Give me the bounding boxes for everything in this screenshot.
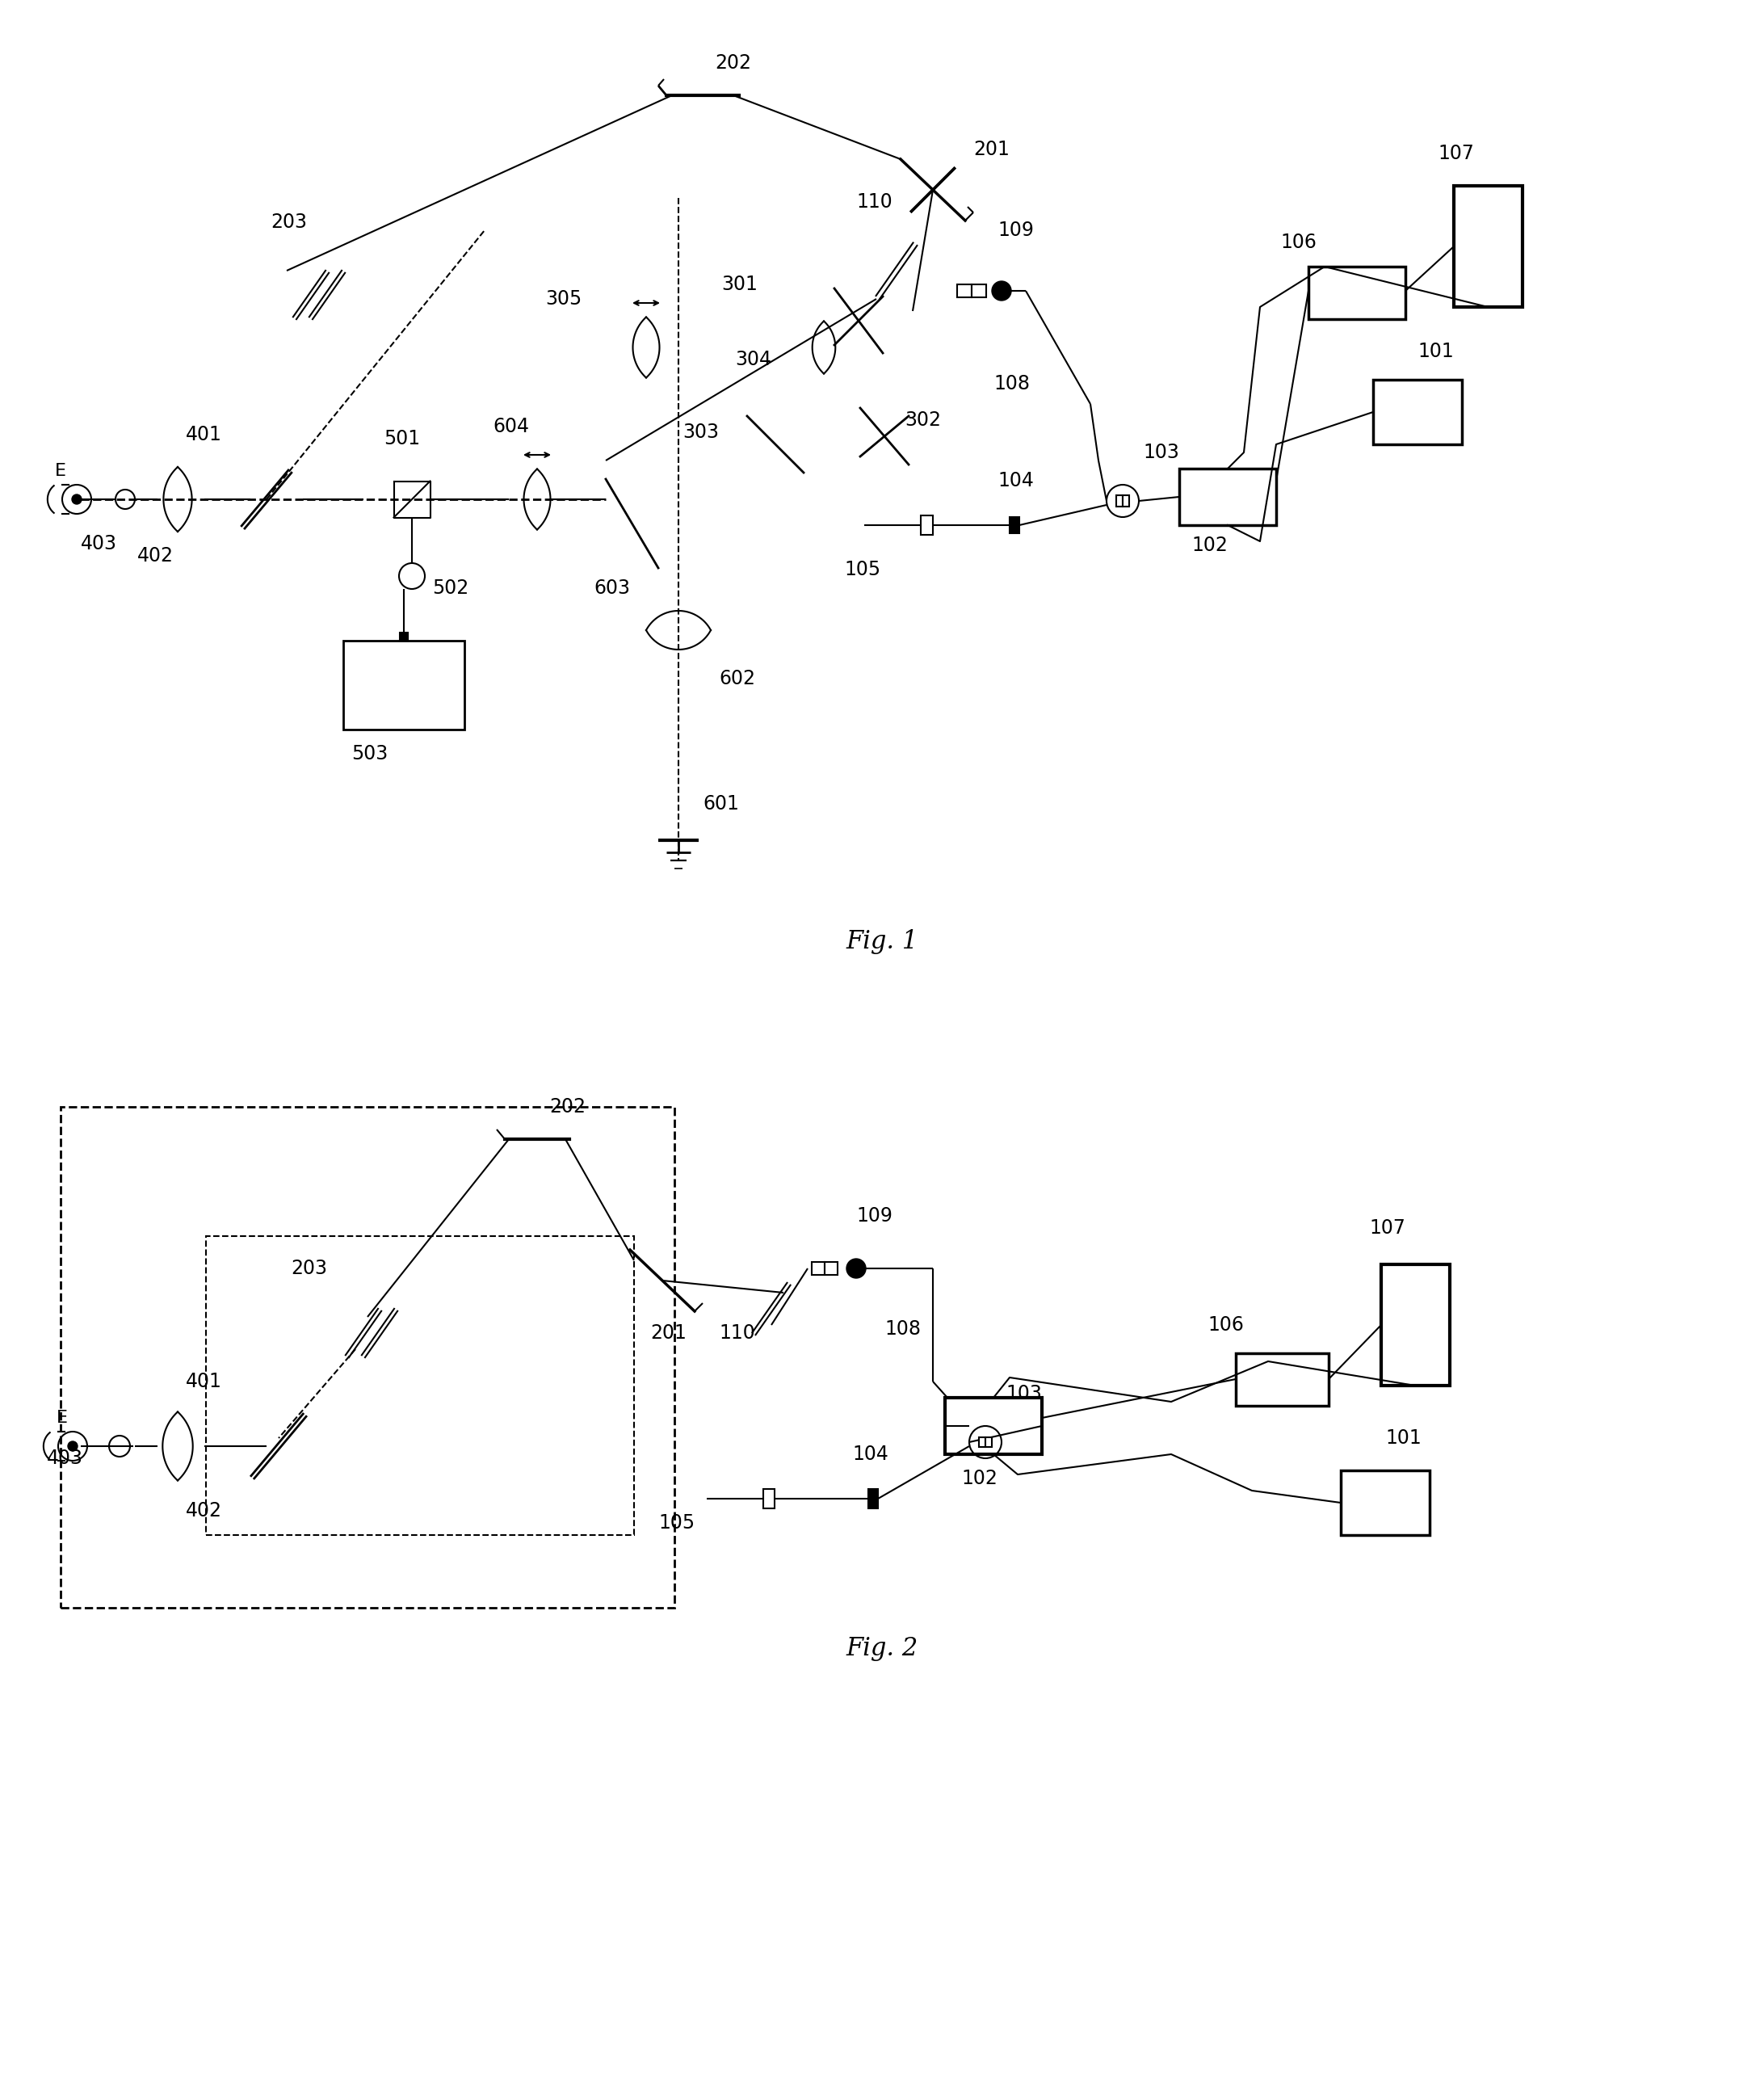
Text: 302: 302 <box>905 410 940 429</box>
Bar <box>811 1262 824 1274</box>
Text: 201: 201 <box>651 1324 686 1343</box>
Text: 201: 201 <box>974 139 1009 158</box>
Text: 203: 203 <box>270 212 307 231</box>
Text: 603: 603 <box>594 579 630 598</box>
Bar <box>344 641 464 729</box>
Text: 301: 301 <box>721 275 757 294</box>
Text: 305: 305 <box>545 289 582 308</box>
Bar <box>921 516 933 535</box>
Text: 109: 109 <box>856 1205 893 1226</box>
Text: 106: 106 <box>1281 233 1316 252</box>
Circle shape <box>847 1260 866 1278</box>
Text: 103: 103 <box>1143 443 1178 462</box>
Circle shape <box>991 281 1011 300</box>
Text: 110: 110 <box>856 192 893 212</box>
Bar <box>1309 266 1406 319</box>
Text: 202: 202 <box>714 54 751 73</box>
Text: E: E <box>56 1410 67 1426</box>
Text: 106: 106 <box>1208 1316 1244 1335</box>
Bar <box>1117 496 1122 506</box>
Bar <box>986 1437 991 1447</box>
Text: 401: 401 <box>185 425 222 443</box>
Bar <box>764 1489 774 1507</box>
Bar <box>1454 185 1522 306</box>
Bar <box>979 1437 986 1447</box>
Bar <box>400 633 407 641</box>
Text: 102: 102 <box>1191 535 1228 556</box>
Circle shape <box>67 1441 78 1451</box>
Bar <box>1237 1353 1328 1405</box>
Text: 304: 304 <box>736 350 771 369</box>
Bar <box>1381 1264 1450 1387</box>
Text: 107: 107 <box>1438 144 1475 162</box>
Bar <box>206 1237 633 1534</box>
Bar <box>1009 516 1020 533</box>
Text: Fig. 2: Fig. 2 <box>847 1636 917 1661</box>
Bar <box>958 285 972 298</box>
Text: 501: 501 <box>383 429 420 448</box>
Text: 401: 401 <box>185 1372 222 1391</box>
Text: 403: 403 <box>48 1449 83 1468</box>
Text: 102: 102 <box>961 1468 997 1489</box>
Text: 101: 101 <box>1418 341 1454 360</box>
Text: 109: 109 <box>997 221 1034 239</box>
Text: 108: 108 <box>993 375 1030 393</box>
Text: Fig. 1: Fig. 1 <box>847 929 917 954</box>
Text: 502: 502 <box>432 579 469 598</box>
Text: 402: 402 <box>185 1501 222 1520</box>
Text: 402: 402 <box>138 545 173 566</box>
Text: E: E <box>55 462 67 479</box>
Bar <box>868 1489 878 1507</box>
Text: 202: 202 <box>549 1097 586 1116</box>
Text: 101: 101 <box>1385 1428 1422 1447</box>
Text: 602: 602 <box>720 668 755 689</box>
Text: 108: 108 <box>884 1320 921 1339</box>
Bar <box>1178 468 1275 525</box>
Bar <box>1122 496 1129 506</box>
Text: 104: 104 <box>997 471 1034 491</box>
Text: 110: 110 <box>720 1324 755 1343</box>
Text: 303: 303 <box>683 423 720 441</box>
Text: 601: 601 <box>702 793 739 814</box>
Bar <box>824 1262 838 1274</box>
Bar <box>946 1397 1043 1453</box>
Text: 105: 105 <box>658 1514 695 1532</box>
Bar <box>972 285 986 298</box>
Text: 105: 105 <box>843 560 880 579</box>
Text: 103: 103 <box>1005 1385 1043 1403</box>
Text: 503: 503 <box>351 743 388 764</box>
Circle shape <box>72 493 81 504</box>
Bar <box>1372 379 1462 443</box>
Text: 107: 107 <box>1369 1218 1406 1237</box>
Text: 203: 203 <box>291 1260 326 1278</box>
Bar <box>60 1108 674 1607</box>
Bar <box>1341 1470 1429 1534</box>
Text: 104: 104 <box>852 1445 889 1464</box>
Text: 403: 403 <box>81 533 116 554</box>
Text: 604: 604 <box>492 416 529 437</box>
